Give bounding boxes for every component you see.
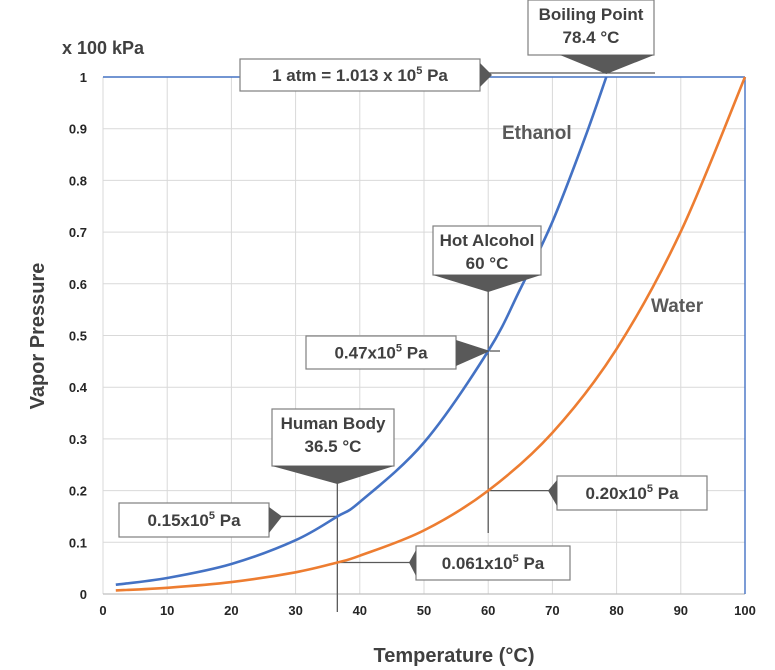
y-tick-label: 0.9	[69, 122, 87, 137]
x-tick-label: 80	[609, 603, 623, 618]
y-axis-title: Vapor Pressure	[27, 263, 49, 410]
series-line-ethanol	[115, 76, 608, 586]
callout-hot-alcohol-arrow	[433, 275, 541, 292]
y-tick-label: 0.2	[69, 484, 87, 499]
tick-labels: 0 10 20 30 40 50 60 70 80 90 100 0 0.1 0.2 0.3 0.4 0.5 0.…	[69, 70, 756, 618]
y-tick-label: 1	[80, 70, 87, 85]
callout-water-60-arrow	[548, 480, 557, 506]
callout-boiling-line1: Boiling Point	[539, 5, 644, 24]
x-tick-label: 0	[99, 603, 106, 618]
y-tick-label: 0	[80, 587, 87, 602]
callout-human-body-line2: 36.5 °C	[305, 437, 362, 456]
x-tick-label: 20	[224, 603, 238, 618]
callout-ethanol-60-arrow	[456, 340, 490, 366]
series-lines	[115, 76, 747, 592]
callout-hot-alcohol-line1: Hot Alcohol	[440, 231, 535, 250]
callout-water-36-text: 0.061x105 Pa	[442, 553, 545, 573]
callout-human-body-arrow	[272, 466, 394, 484]
callout-human-body-line1: Human Body	[281, 414, 386, 433]
x-tick-label: 50	[417, 603, 431, 618]
y-tick-label: 0.3	[69, 432, 87, 447]
leader-lines	[280, 72, 655, 612]
series-label-water: Water	[651, 296, 704, 317]
x-tick-label: 60	[481, 603, 495, 618]
x-tick-label: 100	[734, 603, 756, 618]
unit-label: x 100 kPa	[62, 38, 145, 58]
callout-ethanol-36-text: 0.15x105 Pa	[147, 510, 241, 530]
series-label-ethanol: Ethanol	[502, 123, 572, 144]
y-tick-label: 0.8	[69, 173, 87, 188]
callout-ethanol-36-box	[118, 502, 270, 538]
x-tick-label: 90	[674, 603, 688, 618]
y-tick-label: 0.7	[69, 225, 87, 240]
callout-atm-text: 1 atm = 1.013 x 105 Pa	[272, 65, 448, 85]
callout-water-60-box	[556, 475, 708, 511]
series-line-water	[115, 76, 747, 592]
callout-ethanol-36-arrow	[269, 507, 282, 533]
callout-ethanol-60-box	[305, 335, 457, 370]
x-tick-label: 30	[288, 603, 302, 618]
y-tick-label: 0.6	[69, 277, 87, 292]
x-tick-label: 10	[160, 603, 174, 618]
x-tick-label: 70	[545, 603, 559, 618]
callout-hot-alcohol-line2: 60 °C	[466, 254, 509, 273]
callout-boiling-arrow	[560, 55, 654, 74]
callout-human-body-box	[271, 408, 395, 467]
callout-boiling-box	[527, 0, 655, 56]
callouts: 1 atm = 1.013 x 105 Pa Boiling Point 78.4 …	[118, 0, 708, 581]
callout-water-36-arrow	[409, 550, 416, 576]
y-tick-label: 0.4	[69, 380, 88, 395]
x-axis-title: Temperature (°C)	[374, 645, 535, 667]
x-tick-label: 40	[353, 603, 367, 618]
callout-hot-alcohol-box	[432, 225, 542, 276]
y-tick-label: 0.5	[69, 329, 87, 344]
callout-boiling-line2: 78.4 °C	[563, 28, 620, 47]
callout-ethanol-60-text: 0.47x105 Pa	[334, 343, 428, 363]
y-tick-label: 0.1	[69, 535, 87, 550]
callout-atm-arrow	[480, 63, 492, 87]
callout-water-36-box	[415, 545, 571, 581]
callout-water-60-text: 0.20x105 Pa	[585, 483, 679, 503]
